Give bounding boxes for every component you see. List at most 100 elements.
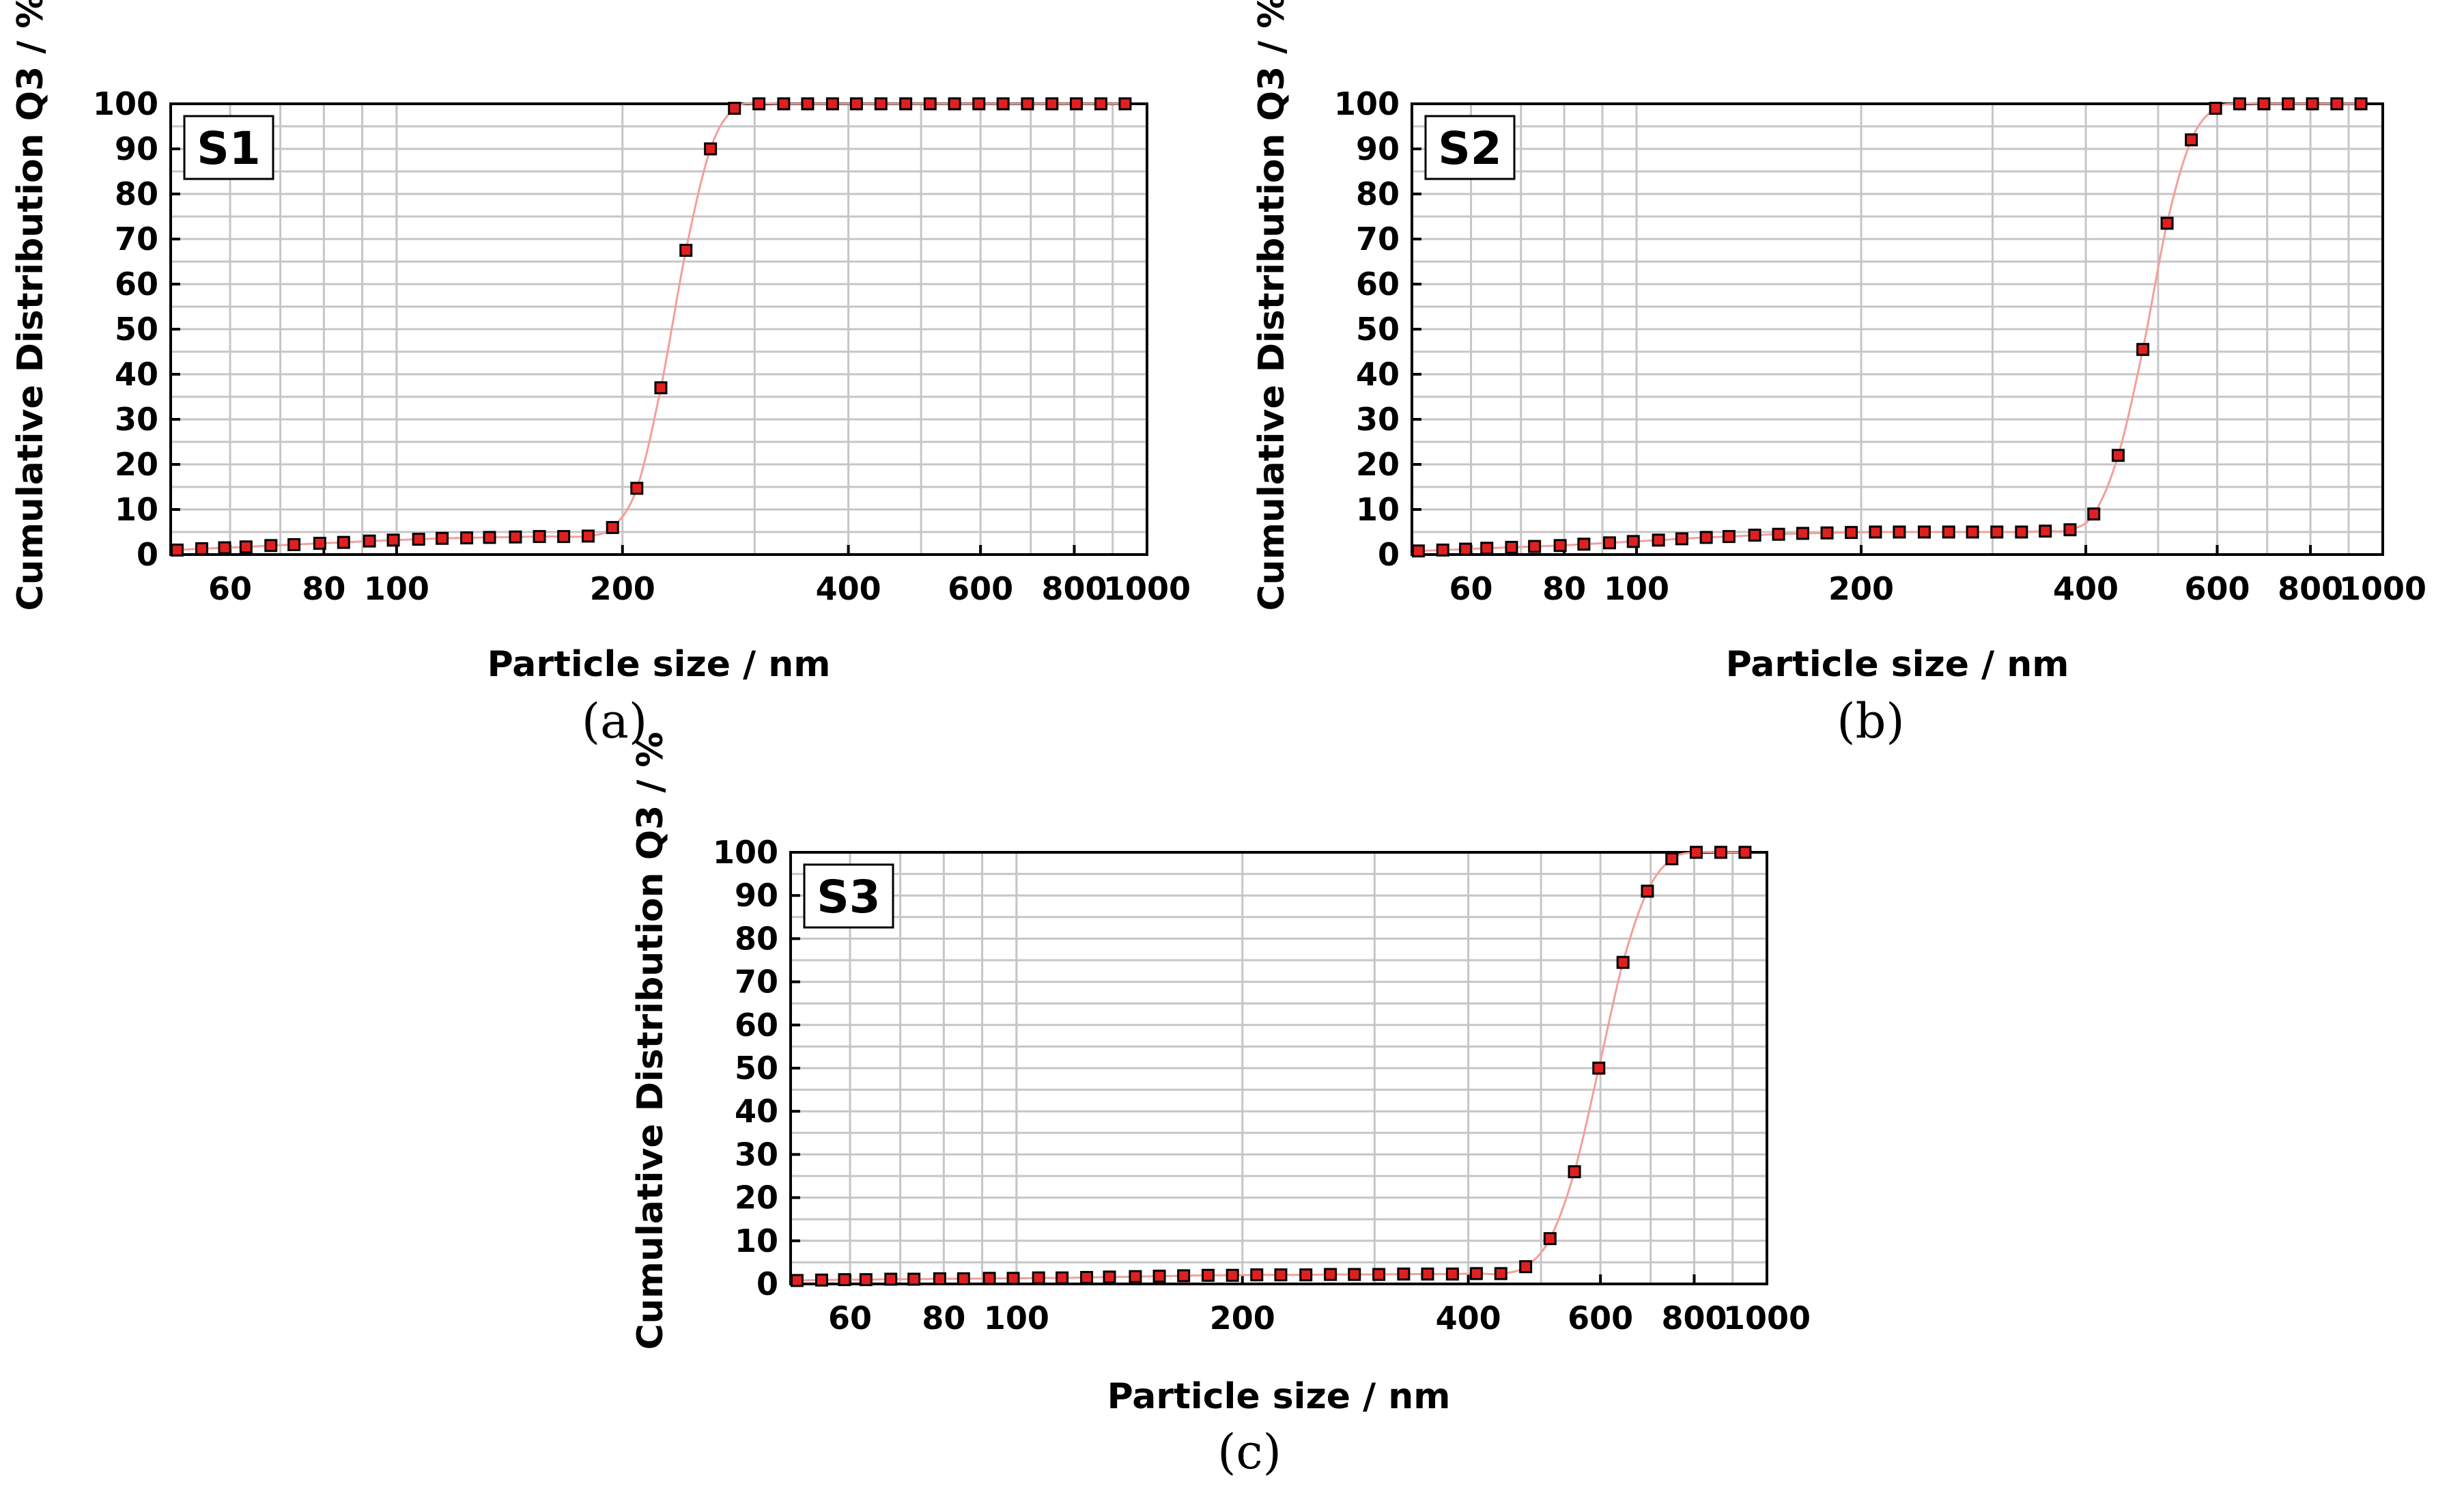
- x-tick-label: 60: [208, 570, 252, 607]
- data-point: [630, 481, 644, 495]
- data-point: [1177, 1269, 1191, 1283]
- data-point: [1553, 539, 1567, 553]
- data-point: [1869, 525, 1882, 539]
- data-point: [825, 97, 839, 111]
- y-tick-label: 100: [1334, 85, 1400, 122]
- y-tick-label: 60: [115, 266, 158, 303]
- data-point: [1699, 531, 1713, 544]
- data-point: [948, 97, 961, 111]
- data-point: [1372, 1268, 1386, 1281]
- data-point: [1966, 525, 1979, 539]
- x-tick-label: 600: [2185, 570, 2250, 607]
- x-tick-label: 800: [1661, 1300, 1727, 1337]
- y-axis-label: Cumulative Distribution Q3 / %: [10, 0, 51, 611]
- gridlines: [1412, 102, 2383, 556]
- data-point: [1056, 1271, 1069, 1285]
- x-tick-label: 100: [1604, 570, 1669, 607]
- y-tick-label: 40: [115, 356, 158, 393]
- y-tick-label: 0: [1378, 536, 1400, 573]
- x-tick-label: 60: [1449, 570, 1493, 607]
- x-axis-label: Particle size / nm: [1726, 644, 2069, 685]
- data-point: [239, 540, 253, 554]
- data-point: [1080, 1271, 1094, 1285]
- y-tick-label: 90: [115, 130, 158, 167]
- data-point: [1917, 525, 1931, 539]
- x-tick-label: 800: [2278, 570, 2343, 607]
- data-point: [777, 97, 791, 111]
- data-point: [1274, 1268, 1288, 1282]
- y-tick-label: 20: [1356, 446, 1400, 483]
- data-point: [1469, 1267, 1483, 1281]
- data-point: [1201, 1268, 1215, 1282]
- data-point: [1021, 97, 1034, 111]
- data-point: [287, 537, 301, 551]
- data-point: [1641, 884, 1654, 898]
- data-point: [790, 1274, 804, 1287]
- data-point: [849, 97, 863, 111]
- y-tick-label: 50: [735, 1050, 778, 1087]
- data-point: [1250, 1268, 1264, 1282]
- data-point: [957, 1272, 970, 1285]
- y-tick-label: 0: [137, 536, 158, 573]
- y-tick-label: 80: [1356, 176, 1400, 212]
- data-point: [1748, 529, 1761, 542]
- data-point: [1714, 845, 1727, 859]
- data-point: [2185, 133, 2198, 147]
- y-tick-label: 50: [1356, 311, 1400, 348]
- x-tick-label: 400: [816, 570, 881, 607]
- data-point: [1577, 537, 1591, 551]
- y-tick-label: 20: [735, 1179, 778, 1216]
- y-tick-label: 100: [713, 834, 778, 871]
- data-point: [1519, 1260, 1533, 1274]
- data-point: [1411, 544, 1425, 558]
- y-tick-label: 30: [115, 401, 158, 438]
- sample-tag-box: [803, 863, 894, 929]
- data-point: [1772, 527, 1785, 541]
- data-point: [2111, 449, 2125, 462]
- data-point: [581, 529, 595, 543]
- data-point: [899, 97, 913, 111]
- data-point: [2282, 97, 2295, 111]
- data-point: [1652, 533, 1665, 547]
- y-tick-label: 80: [735, 920, 778, 957]
- data-point: [1045, 97, 1059, 111]
- gridlines: [171, 102, 1147, 556]
- data-point: [533, 530, 546, 544]
- x-tick-label: 1000: [1103, 570, 1191, 607]
- data-point: [386, 533, 400, 547]
- data-point: [1796, 527, 1809, 540]
- x-tick-label: 800: [1041, 570, 1107, 607]
- data-point: [1845, 526, 1858, 540]
- y-tick-label: 100: [93, 85, 158, 122]
- data-point: [1421, 1267, 1434, 1281]
- data-point: [2160, 216, 2174, 230]
- data-point: [1069, 97, 1083, 111]
- data-point: [1505, 540, 1518, 554]
- data-series: [790, 845, 1752, 1287]
- data-point: [728, 102, 741, 115]
- data-point: [1665, 852, 1679, 865]
- data-point: [170, 543, 184, 557]
- y-tick-label: 90: [735, 877, 778, 914]
- x-tick-label: 100: [364, 570, 429, 607]
- x-tick-label: 600: [948, 570, 1013, 607]
- x-tick-label: 400: [2053, 570, 2119, 607]
- data-point: [752, 97, 766, 111]
- data-point: [859, 1273, 873, 1287]
- panel-caption: (b): [1837, 693, 1904, 749]
- data-point: [218, 541, 231, 555]
- x-tick-label: 200: [1828, 570, 1894, 607]
- data-point: [1459, 542, 1473, 556]
- data-point: [907, 1272, 921, 1286]
- data-point: [1348, 1268, 1361, 1281]
- data-point: [2330, 97, 2344, 111]
- y-tick-label: 30: [735, 1136, 778, 1173]
- x-tick-label: 200: [590, 570, 655, 607]
- x-tick-label: 200: [1210, 1300, 1275, 1337]
- panel-caption: (a): [582, 693, 647, 749]
- data-point: [1006, 1272, 1020, 1285]
- data-point: [874, 97, 888, 111]
- data-point: [2063, 523, 2077, 537]
- y-tick-label: 90: [1356, 130, 1400, 167]
